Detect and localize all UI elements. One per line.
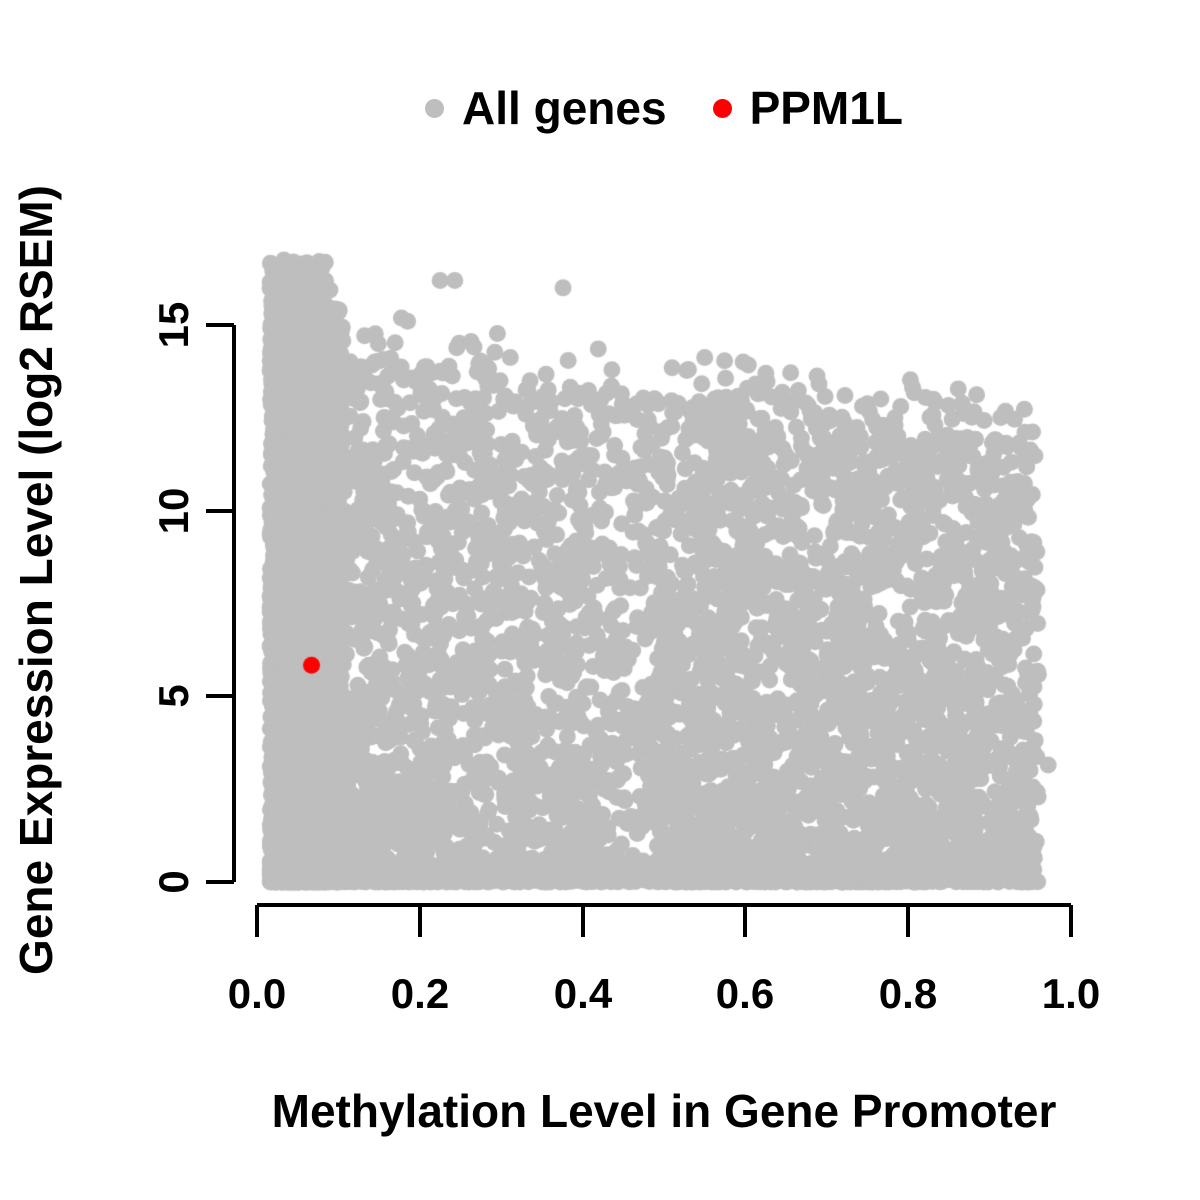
y-axis-title: Gene Expression Level (log2 RSEM) bbox=[10, 185, 62, 975]
x-axis-title: Methylation Level in Gene Promoter bbox=[272, 1085, 1057, 1137]
legend-item-ppm1l: PPM1L bbox=[712, 82, 903, 134]
legend-label-all-genes: All genes bbox=[462, 82, 667, 134]
legend-label-ppm1l: PPM1L bbox=[749, 82, 903, 134]
x-tick-label: 0.8 bbox=[879, 970, 937, 1017]
x-tick-label: 1.0 bbox=[1042, 970, 1100, 1017]
legend-item-all-genes: All genes bbox=[425, 85, 667, 131]
all-genes-marker-icon bbox=[425, 98, 445, 118]
y-tick-label: 0 bbox=[150, 870, 197, 893]
x-tick-label: 0.4 bbox=[554, 970, 613, 1017]
x-tick-label: 0.2 bbox=[391, 970, 449, 1017]
y-tick-label: 15 bbox=[150, 302, 197, 349]
x-tick-label: 0.0 bbox=[228, 970, 286, 1017]
y-tick-label: 5 bbox=[150, 684, 197, 707]
legend: All genes PPM1L bbox=[257, 85, 1071, 131]
ppm1l-marker-icon bbox=[712, 98, 732, 118]
x-tick-label: 0.6 bbox=[716, 970, 774, 1017]
y-tick-label: 10 bbox=[150, 488, 197, 535]
